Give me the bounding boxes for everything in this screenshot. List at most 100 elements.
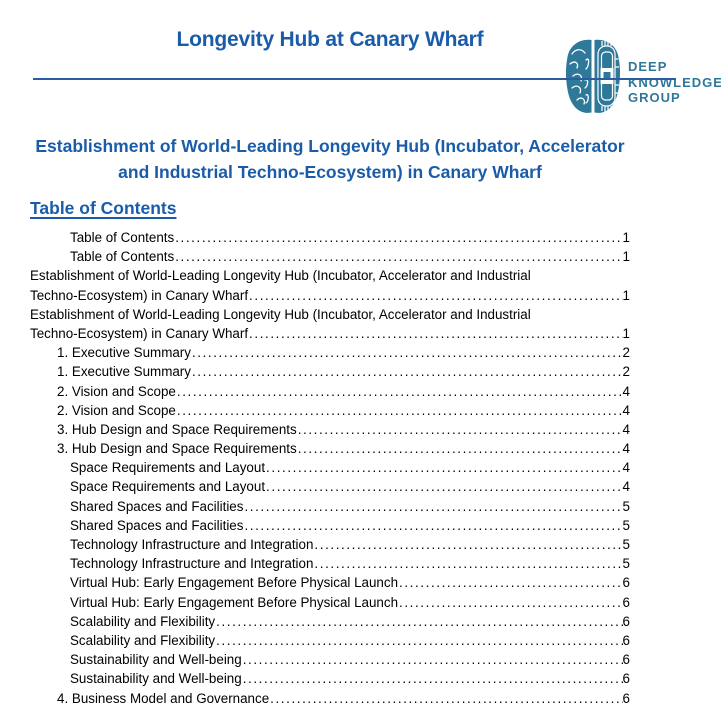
- toc-dot-leader: ........................................…: [216, 613, 622, 629]
- toc-dot-leader: ........................................…: [249, 325, 623, 341]
- toc-entry-text: Technology Infrastructure and Integratio…: [70, 556, 314, 572]
- toc-page-number: 6: [622, 575, 630, 591]
- toc-page-number: 6: [622, 671, 630, 687]
- toc-entry[interactable]: Technology Infrastructure and Integratio…: [30, 554, 630, 573]
- toc-page-number: 4: [622, 460, 630, 476]
- toc-dot-leader: ........................................…: [244, 498, 623, 514]
- toc-entry[interactable]: Establishment of World-Leading Longevity…: [30, 305, 630, 324]
- toc-dot-leader: ........................................…: [191, 364, 623, 380]
- toc-entry[interactable]: Virtual Hub: Early Engagement Before Phy…: [30, 573, 630, 592]
- toc-page-number: 1: [622, 325, 630, 341]
- toc-entry-text: Shared Spaces and Facilities: [70, 517, 244, 533]
- toc-dot-leader: ........................................…: [297, 421, 623, 437]
- toc-entry[interactable]: Space Requirements and Layout...........…: [30, 458, 630, 477]
- toc-page-number: 6: [622, 690, 630, 705]
- toc-entry[interactable]: Technology Infrastructure and Integratio…: [30, 535, 630, 554]
- toc-entry-text: Space Requirements and Layout: [70, 460, 266, 476]
- toc-dot-leader: ........................................…: [266, 479, 623, 495]
- toc-page-number: 6: [622, 594, 630, 610]
- toc-page-number: 2: [622, 364, 630, 380]
- toc-entry-text: Techno-Ecosystem) in Canary Wharf: [30, 325, 249, 341]
- logo-text-line: KNOWLEDGE: [628, 74, 721, 90]
- toc-entry-text: 2. Vision and Scope: [57, 402, 176, 418]
- toc-entry[interactable]: 1. Executive Summary....................…: [30, 362, 630, 381]
- toc-page-number: 1: [622, 287, 630, 303]
- toc-dot-leader: ........................................…: [191, 345, 623, 361]
- toc-page-number: 5: [622, 556, 630, 572]
- toc-entry-text: Sustainability and Well-being: [70, 652, 242, 668]
- toc-entry[interactable]: Shared Spaces and Facilities............…: [30, 497, 630, 516]
- toc-page-number: 6: [622, 652, 630, 668]
- toc-dot-leader: ........................................…: [242, 671, 623, 687]
- toc-entry-text: Establishment of World-Leading Longevity…: [30, 306, 531, 322]
- toc-entry-text: 3. Hub Design and Space Requirements: [57, 441, 297, 457]
- toc-entry[interactable]: 3. Hub Design and Space Requirements....…: [30, 420, 630, 439]
- toc-page-number: 4: [622, 441, 630, 457]
- toc-entry[interactable]: Scalability and Flexibility.............…: [30, 612, 630, 631]
- toc-entry-text: 4. Business Model and Governance: [57, 690, 270, 705]
- toc-entry-text: 1. Executive Summary: [57, 364, 191, 380]
- toc-entry[interactable]: Scalability and Flexibility.............…: [30, 631, 630, 650]
- toc-entry-text: Shared Spaces and Facilities: [70, 498, 244, 514]
- deep-knowledge-group-logo: DEEP KNOWLEDGE GROUP: [564, 37, 721, 115]
- toc-dot-leader: ........................................…: [314, 537, 623, 552]
- toc-entry[interactable]: 4. Business Model and Governance........…: [30, 689, 630, 705]
- toc-entry[interactable]: Sustainability and Well-being...........…: [30, 650, 630, 669]
- toc-entry[interactable]: 2. Vision and Scope.....................…: [30, 382, 630, 401]
- toc-entry[interactable]: Space Requirements and Layout...........…: [30, 477, 630, 496]
- toc-entry-text: Virtual Hub: Early Engagement Before Phy…: [70, 575, 399, 591]
- toc-entry[interactable]: Table of Contents.......................…: [30, 247, 630, 266]
- toc-entry[interactable]: Shared Spaces and Facilities............…: [30, 516, 630, 535]
- brain-circuit-icon: [564, 37, 622, 115]
- toc-heading: Table of Contents: [30, 198, 177, 218]
- toc-entry-text: Space Requirements and Layout: [70, 479, 266, 495]
- toc-page-number: 4: [622, 383, 630, 399]
- toc-page-number: 4: [622, 402, 630, 418]
- toc-entry-text: Scalability and Flexibility: [70, 613, 216, 629]
- toc-entry-text: Virtual Hub: Early Engagement Before Phy…: [70, 594, 399, 610]
- toc-dot-leader: ........................................…: [270, 690, 622, 705]
- toc-dot-leader: ........................................…: [399, 594, 623, 610]
- toc-dot-leader: ........................................…: [249, 287, 623, 303]
- toc-dot-leader: ........................................…: [175, 249, 623, 265]
- toc-entry[interactable]: 1. Executive Summary....................…: [30, 343, 630, 362]
- toc-dot-leader: ........................................…: [176, 402, 623, 418]
- toc-page-number: 5: [622, 517, 630, 533]
- document-title: Longevity Hub at Canary Wharf: [176, 28, 484, 51]
- toc-entry[interactable]: Virtual Hub: Early Engagement Before Phy…: [30, 593, 630, 612]
- document-heading: Establishment of World-Leading Longevity…: [35, 136, 625, 182]
- toc-page-number: 6: [622, 632, 630, 648]
- toc-dot-leader: ........................................…: [266, 460, 623, 476]
- toc-entry[interactable]: Establishment of World-Leading Longevity…: [30, 266, 630, 285]
- toc-entry-text: Techno-Ecosystem) in Canary Wharf: [30, 287, 249, 303]
- toc-entry[interactable]: Sustainability and Well-being...........…: [30, 669, 630, 688]
- toc-entry[interactable]: 3. Hub Design and Space Requirements....…: [30, 439, 630, 458]
- toc-entry-text: Sustainability and Well-being: [70, 671, 242, 687]
- toc-entry-text: Table of Contents: [70, 249, 175, 265]
- table-of-contents: Table of Contents.......................…: [30, 228, 630, 705]
- toc-page-number: 4: [622, 421, 630, 437]
- toc-dot-leader: ........................................…: [242, 652, 623, 668]
- toc-dot-leader: ........................................…: [175, 230, 623, 245]
- toc-page-number: 2: [622, 345, 630, 361]
- toc-page-number: 1: [622, 230, 630, 245]
- toc-page-number: 1: [622, 249, 630, 265]
- toc-page-number: 4: [622, 479, 630, 495]
- logo-text-line: DEEP: [628, 59, 668, 74]
- logo-text-line: GROUP: [628, 90, 681, 105]
- toc-page-number: 5: [622, 537, 630, 552]
- toc-entry-text: 2. Vision and Scope: [57, 383, 176, 399]
- toc-entry[interactable]: Techno-Ecosystem) in Canary Wharf.......…: [30, 286, 630, 305]
- toc-dot-leader: ........................................…: [399, 575, 623, 591]
- toc-entry[interactable]: Table of Contents.......................…: [30, 228, 630, 247]
- toc-entry[interactable]: 2. Vision and Scope.....................…: [30, 401, 630, 420]
- toc-page-number: 5: [622, 498, 630, 514]
- toc-page-number: 6: [622, 613, 630, 629]
- toc-entry-text: Scalability and Flexibility: [70, 632, 216, 648]
- logo-wordmark: DEEP KNOWLEDGE GROUP: [628, 59, 721, 115]
- toc-dot-leader: ........................................…: [216, 632, 622, 648]
- toc-dot-leader: ........................................…: [244, 517, 623, 533]
- toc-entry-text: Establishment of World-Leading Longevity…: [30, 268, 531, 284]
- toc-entry[interactable]: Techno-Ecosystem) in Canary Wharf.......…: [30, 324, 630, 343]
